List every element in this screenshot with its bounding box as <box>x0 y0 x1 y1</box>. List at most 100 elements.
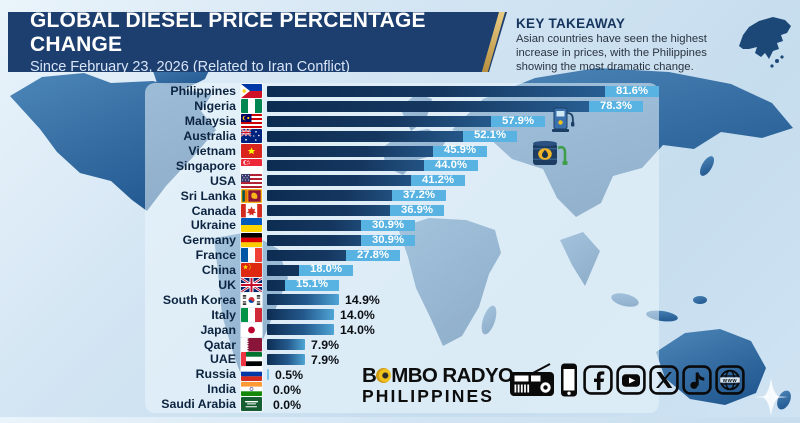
value-label: 44.0% <box>424 160 478 172</box>
bar-track: 81.6% <box>267 85 662 97</box>
country-label: India <box>207 382 236 397</box>
france-flag-icon <box>241 248 262 263</box>
country-label: Vietnam <box>188 144 236 158</box>
value-label: 37.2% <box>392 189 446 202</box>
key-takeaway: KEY TAKEAWAY Asian countries have seen t… <box>516 16 728 74</box>
bar-track: 14.9% <box>267 293 662 308</box>
value-label: 14.9% <box>345 293 380 308</box>
bar-track: 41.2% <box>267 174 662 187</box>
value-label: 45.9% <box>433 145 487 157</box>
bar-track: 37.2% <box>267 189 662 202</box>
bar: 41.2% <box>267 174 465 187</box>
usa-flag-icon <box>241 173 262 188</box>
bar-track: 30.9% <box>267 219 662 231</box>
value-label: 18.0% <box>299 264 353 276</box>
bar-track: 45.9% <box>267 145 662 157</box>
chart-row-china: China 18.0% <box>50 263 662 278</box>
bar <box>267 309 334 321</box>
bar-track: 7.9% <box>267 338 662 352</box>
value-label: 27.8% <box>346 249 400 261</box>
drum-icon <box>376 368 392 383</box>
ukraine-flag-icon <box>241 218 262 233</box>
country-label: Saudi Arabia <box>161 397 236 412</box>
bar: 30.9% <box>267 234 415 246</box>
value-label: 14.0% <box>340 323 375 338</box>
bar-track: 0.5% <box>267 368 662 382</box>
qatar-flag-icon <box>241 337 262 352</box>
canada-flag-icon <box>241 203 262 218</box>
country-label: Canada <box>191 203 236 218</box>
bar-track: 15.1% <box>267 279 662 291</box>
japan-flag-icon <box>241 322 262 337</box>
svg-text:www: www <box>722 378 738 384</box>
bar: 57.9% <box>267 115 545 127</box>
chart-row-ukraine: Ukraine 30.9% <box>50 218 662 233</box>
value-label: 0.0% <box>273 397 302 412</box>
russia-flag-icon <box>241 367 262 382</box>
bar: 45.9% <box>267 145 487 157</box>
bar <box>267 324 334 336</box>
country-label: Philippines <box>170 84 236 99</box>
uk-flag-icon <box>241 278 262 293</box>
bar: 27.8% <box>267 249 400 261</box>
bar-track: 14.0% <box>267 323 662 338</box>
youtube-icon <box>616 365 646 395</box>
bar-track: 14.0% <box>267 308 662 322</box>
country-label: Italy <box>211 307 236 322</box>
value-label: 52.1% <box>463 130 517 142</box>
country-label: Ukraine <box>190 218 236 233</box>
social-icons: www <box>509 360 759 400</box>
chart-row-france: France 27.8% <box>50 248 662 263</box>
germany-flag-icon <box>241 233 262 248</box>
chart-row-russia: Russia 0.5% <box>50 367 662 382</box>
chart-row-india: India 0.0% <box>50 382 662 397</box>
sparkle-icon <box>750 376 792 418</box>
italy-flag-icon <box>241 307 262 322</box>
value-label: 15.1% <box>285 279 339 291</box>
chart-row-south-korea: South Korea 14.9% <box>50 292 662 307</box>
page-subtitle: Since February 23, 2026 (Related to Iran… <box>30 58 350 75</box>
country-label: Russia <box>195 367 236 382</box>
bar-track: 30.9% <box>267 234 662 246</box>
uae-flag-icon <box>241 352 262 367</box>
value-label: 57.9% <box>491 115 545 127</box>
key-takeaway-body: Asian countries have seen the highest in… <box>516 33 707 73</box>
bar: 36.9% <box>267 204 444 217</box>
bar-track: 57.9% <box>267 115 662 127</box>
chart-row-singapore: Singapore 44.0% <box>50 158 662 173</box>
key-takeaway-title: KEY TAKEAWAY <box>516 16 626 31</box>
chart-row-canada: Canada 36.9% <box>50 203 662 218</box>
saudi-arabia-flag-icon <box>241 397 262 412</box>
value-label: 30.9% <box>361 219 415 231</box>
country-label: USA <box>210 173 236 188</box>
branding-logo: B MBO RADYO PHILIPPINES <box>362 364 514 406</box>
bar-track: 7.9% <box>267 352 662 367</box>
bar <box>267 368 269 380</box>
country-label: Malaysia <box>184 114 236 129</box>
bar: 15.1% <box>267 279 339 291</box>
chart-row-japan: Japan 14.0% <box>50 322 662 337</box>
chart-row-philippines: Philippines 81.6% <box>50 84 662 99</box>
bar: 78.3% <box>267 100 643 112</box>
bar-track: 0.0% <box>267 397 662 412</box>
bar: 44.0% <box>267 160 478 172</box>
value-label: 7.9% <box>311 352 340 367</box>
bar-track: 78.3% <box>267 100 662 112</box>
chart-row-nigeria: Nigeria 78.3% <box>50 99 662 114</box>
bar-track: 44.0% <box>267 160 662 172</box>
branding-line1: B MBO RADYO <box>362 364 514 387</box>
value-label: 78.3% <box>589 100 643 112</box>
country-label: France <box>195 248 236 263</box>
chart-row-australia: Australia 52.1% <box>50 129 662 144</box>
website-icon: www <box>715 365 745 395</box>
bar <box>267 353 305 365</box>
country-label: UK <box>218 278 236 293</box>
chart-row-vietnam: Vietnam 45.9% <box>50 144 662 159</box>
facebook-icon <box>583 365 613 395</box>
country-label: Sri Lanka <box>180 188 236 203</box>
bar: 30.9% <box>267 219 415 231</box>
country-label: Qatar <box>203 337 236 352</box>
tiktok-icon <box>682 365 712 395</box>
branding-line2: PHILIPPINES <box>362 385 495 406</box>
chart-row-italy: Italy 14.0% <box>50 307 662 322</box>
